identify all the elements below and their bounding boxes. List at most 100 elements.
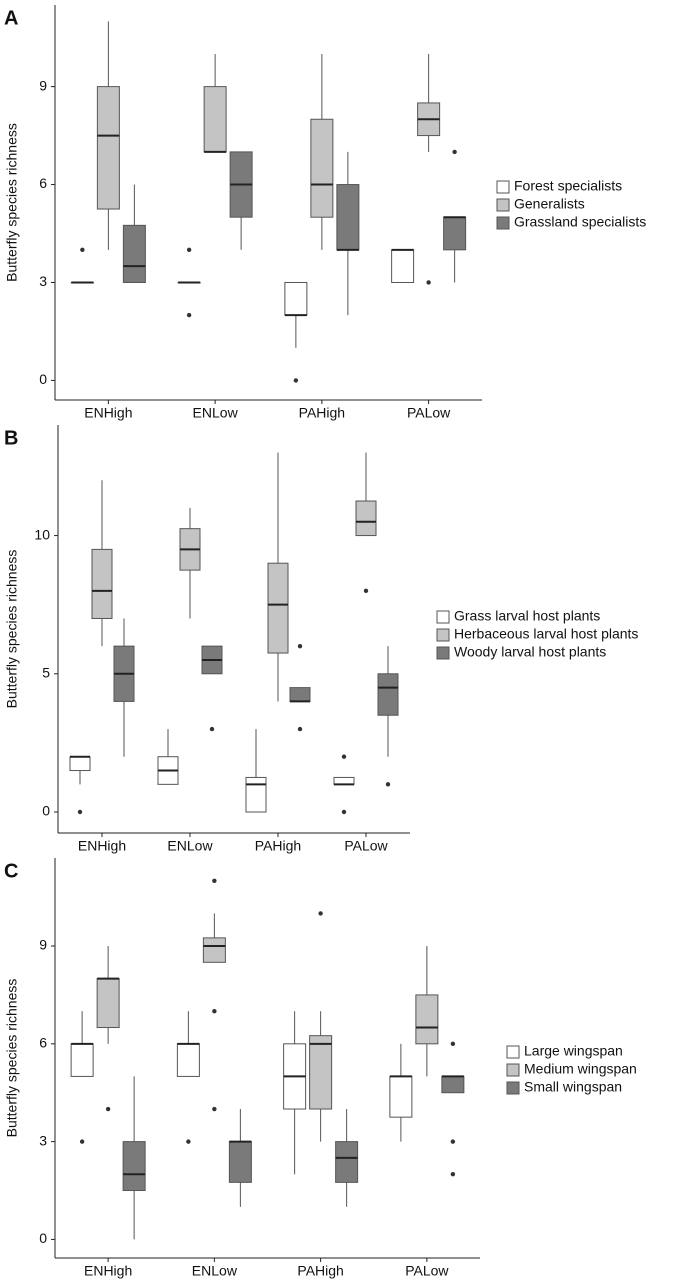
outlier: [450, 1139, 456, 1144]
y-tick-label: 6: [39, 1035, 47, 1051]
y-tick-label: 10: [34, 526, 50, 542]
box: [289, 687, 311, 702]
y-tick-label: 3: [39, 1132, 47, 1148]
box: [336, 184, 360, 251]
y-tick-label: 9: [39, 937, 47, 953]
box: [415, 994, 439, 1045]
y-tick-label: 9: [39, 77, 47, 93]
outlier: [212, 878, 217, 884]
panel-label: C: [4, 860, 18, 882]
legend-swatch: [436, 646, 450, 660]
box-panel: B Butterfly species richness 0 5 10 ENHigh ENL…: [4, 425, 638, 854]
box: [245, 776, 267, 813]
outlier: [450, 1172, 456, 1177]
box: [284, 281, 308, 316]
outlier: [341, 754, 347, 759]
y-tick-label: 0: [39, 1230, 47, 1246]
y-tick-label: 0: [42, 803, 50, 819]
panel-label: B: [4, 427, 18, 449]
legend-swatch: [506, 1081, 520, 1095]
legend-swatch: [506, 1063, 520, 1077]
outlier: [341, 809, 347, 815]
outlier: [318, 911, 323, 916]
x-tick-label: PALow: [407, 405, 451, 421]
outlier: [186, 1139, 191, 1144]
box: [228, 1141, 252, 1183]
legend-swatch: [496, 198, 510, 212]
outlier: [209, 726, 215, 732]
outlier: [297, 643, 303, 649]
x-tick-label: ENHigh: [84, 1263, 132, 1279]
legend-label: Grassland specialists: [514, 214, 646, 230]
x-tick-label: ENHigh: [78, 838, 126, 854]
box: [391, 249, 415, 283]
y-axis-label: Butterfly species richness: [4, 979, 20, 1138]
x-tick-label: PAHigh: [255, 838, 301, 854]
y-tick-label: 5: [42, 664, 50, 680]
legend-swatch: [506, 1045, 520, 1059]
legend-label: Woody larval host plants: [454, 644, 606, 660]
legend-swatch: [436, 628, 450, 642]
outlier: [426, 280, 431, 285]
outlier: [105, 1106, 111, 1112]
y-tick-label: 6: [39, 175, 47, 191]
box-panel: A Butterfly species richness 0 3 6 9 ENHigh ENL…: [4, 5, 646, 421]
box: [69, 756, 91, 772]
y-tick-label: 3: [39, 273, 47, 289]
x-tick-label: PALow: [344, 838, 388, 854]
legend-label: Generalists: [514, 196, 585, 212]
outlier: [450, 1041, 456, 1047]
box: [310, 118, 334, 218]
outlier: [363, 588, 369, 594]
legend-label: Forest specialists: [514, 178, 622, 194]
box: [122, 1141, 146, 1192]
legend-label: Large wingspan: [524, 1043, 623, 1059]
legend-label: Herbaceous larval host plants: [454, 626, 638, 642]
box: [122, 224, 146, 283]
outlier: [452, 149, 457, 155]
outlier: [79, 1139, 85, 1144]
x-tick-label: ENLow: [192, 1263, 238, 1279]
legend-swatch: [436, 610, 450, 624]
box: [176, 1043, 200, 1077]
y-axis-label: Butterfly species richness: [4, 550, 20, 709]
box: [202, 937, 226, 963]
box: [70, 1043, 94, 1077]
box: [91, 548, 113, 619]
box: [309, 1035, 333, 1110]
x-tick-label: PAHigh: [299, 405, 345, 421]
y-axis-label: Butterfly species richness: [4, 123, 20, 282]
outlier: [186, 312, 192, 318]
outlier: [297, 726, 303, 732]
x-tick-label: ENLow: [167, 838, 213, 854]
box: [335, 1141, 359, 1183]
legend-label: Small wingspan: [524, 1079, 622, 1095]
box: [96, 978, 120, 1029]
box: [441, 1075, 465, 1094]
x-tick-label: ENLow: [193, 405, 239, 421]
outlier: [212, 1009, 217, 1014]
box: [96, 86, 120, 210]
legend-swatch: [496, 216, 510, 230]
panel-label: A: [4, 7, 18, 29]
y-tick-label: 0: [39, 371, 47, 387]
x-tick-label: ENHigh: [84, 405, 132, 421]
outlier: [385, 782, 391, 787]
legend-label: Grass larval host plants: [454, 608, 600, 624]
box: [377, 673, 399, 716]
outlier: [293, 378, 299, 383]
outlier: [186, 247, 192, 253]
box-panel: C Butterfly species richness 0 3 6 9 ENHigh ENL…: [4, 858, 637, 1279]
outlier: [77, 809, 83, 815]
outlier: [212, 1106, 217, 1112]
box: [389, 1075, 413, 1118]
legend-label: Medium wingspan: [524, 1061, 637, 1077]
box: [333, 776, 355, 785]
box: [443, 216, 467, 251]
box: [203, 86, 227, 153]
legend-swatch: [496, 180, 510, 194]
x-tick-label: PAHigh: [297, 1263, 343, 1279]
x-tick-label: PALow: [405, 1263, 449, 1279]
box: [267, 562, 289, 654]
